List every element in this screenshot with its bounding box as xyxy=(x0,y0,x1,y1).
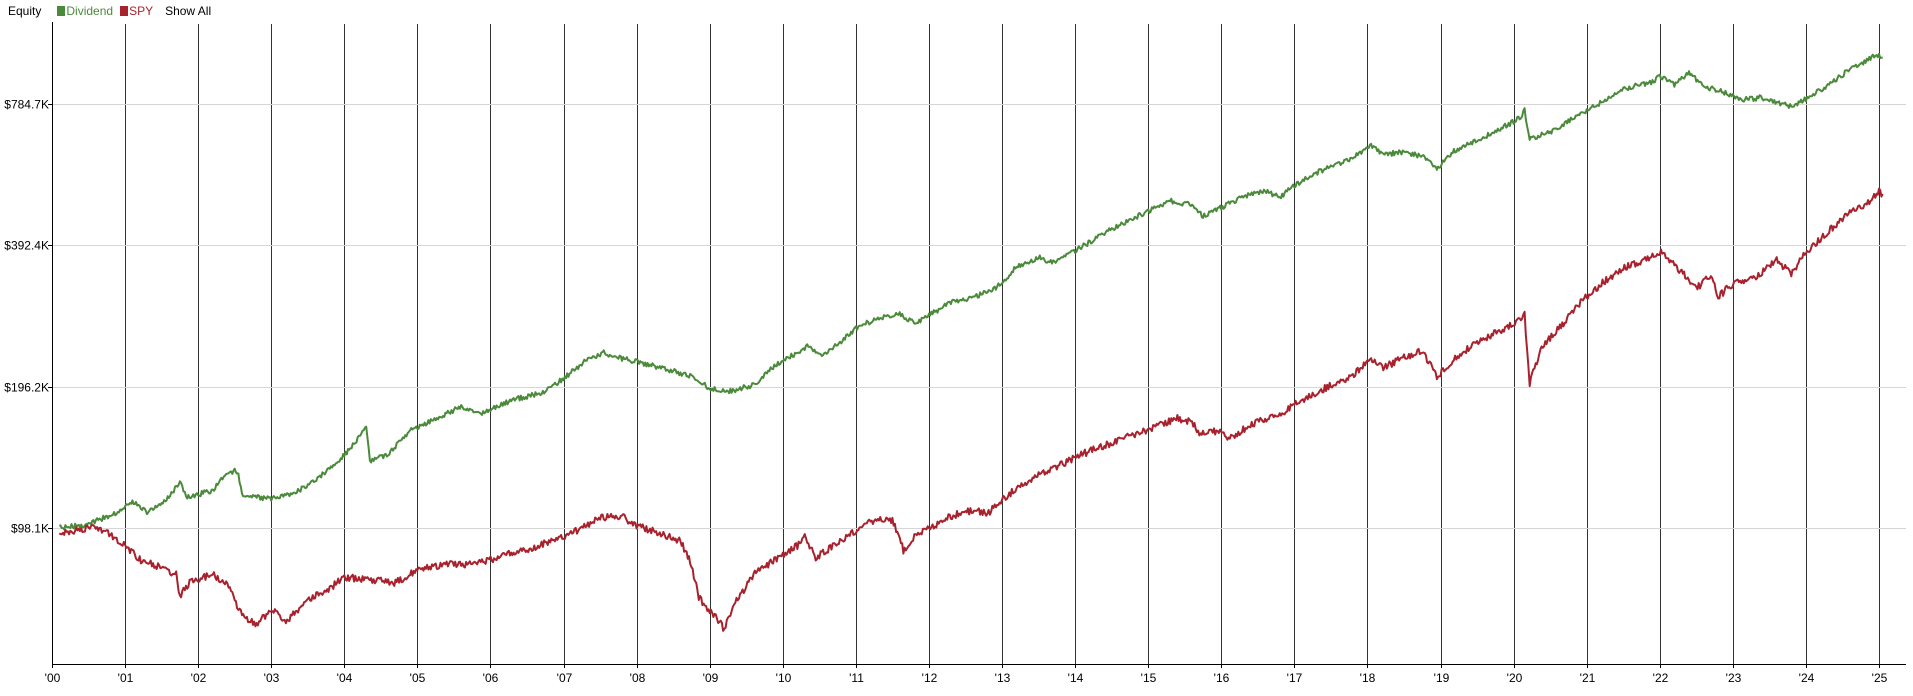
y-tick-labels: $98.1K $196.2K $392.4K $784.7K xyxy=(4,98,49,536)
y-tick-label: $98.1K xyxy=(11,522,49,536)
x-tick-label: '18 xyxy=(1360,671,1376,685)
x-tick-label: '01 xyxy=(118,671,134,685)
y-tick-label: $784.7K xyxy=(4,98,49,112)
x-tick-label: '08 xyxy=(630,671,646,685)
x-tick-label: '13 xyxy=(995,671,1011,685)
dividend-swatch-icon xyxy=(57,6,66,16)
vertical-grid xyxy=(125,24,1880,664)
y-tick-label: $392.4K xyxy=(4,239,49,253)
legend-item-dividend[interactable]: Dividend xyxy=(57,4,113,18)
x-tick-label: '11 xyxy=(849,671,864,685)
series-line-spy xyxy=(58,187,1884,632)
chart-legend: Equity Dividend SPY Show All xyxy=(8,3,211,19)
x-tick-label: '25 xyxy=(1872,671,1888,685)
show-all-button[interactable]: Show All xyxy=(165,4,212,18)
x-tick-label: '05 xyxy=(410,671,426,685)
x-tick-label: '15 xyxy=(1141,671,1157,685)
x-tick-label: '09 xyxy=(703,671,719,685)
x-tick-label: '16 xyxy=(1214,671,1230,685)
legend-label-spy: SPY xyxy=(129,4,154,18)
x-tick-label: '12 xyxy=(922,671,938,685)
legend-item-spy[interactable]: SPY xyxy=(120,4,153,18)
x-tick-label: '10 xyxy=(776,671,792,685)
y-tick-label: $196.2K xyxy=(4,381,49,395)
x-tick-label: '14 xyxy=(1068,671,1084,685)
x-tick-label: '06 xyxy=(483,671,499,685)
x-tick-label: '19 xyxy=(1434,671,1450,685)
legend-label-dividend: Dividend xyxy=(66,4,114,18)
x-tick-label: '17 xyxy=(1287,671,1303,685)
x-tick-labels: '00 '01 '02 '03 '04 '05 '06 '07 '08 '09 '10 '11 '12 '… xyxy=(45,671,1888,685)
series-line-dividend xyxy=(59,52,1883,531)
series-layer xyxy=(58,52,1884,632)
horizontal-grid xyxy=(52,104,1906,529)
x-tick-label: '23 xyxy=(1726,671,1742,685)
legend-title: Equity xyxy=(8,4,42,18)
x-tick-label: '00 xyxy=(45,671,61,685)
spy-swatch-icon xyxy=(120,6,129,16)
x-tick-label: '22 xyxy=(1653,671,1669,685)
axes xyxy=(48,22,1906,668)
x-tick-label: '03 xyxy=(264,671,280,685)
x-tick-label: '21 xyxy=(1580,671,1596,685)
x-tick-label: '02 xyxy=(191,671,207,685)
x-tick-label: '24 xyxy=(1799,671,1815,685)
x-tick-label: '04 xyxy=(337,671,353,685)
x-tick-label: '07 xyxy=(557,671,573,685)
x-tick-label: '20 xyxy=(1507,671,1523,685)
